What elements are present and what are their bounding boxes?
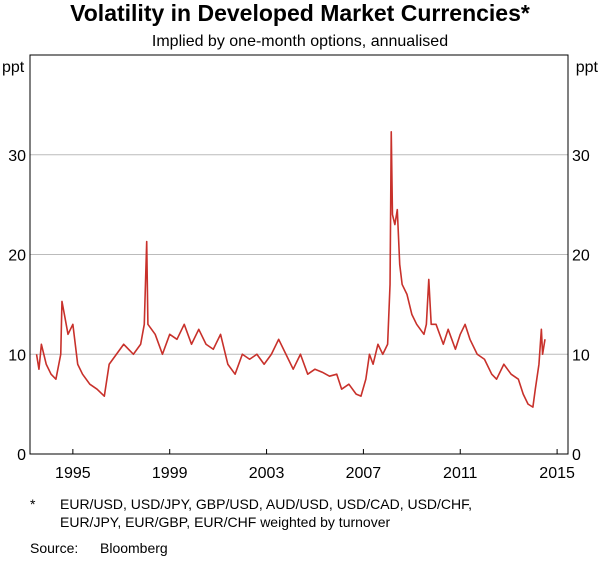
y-axis-label: ppt: [2, 59, 25, 76]
y-tick-label: 0: [17, 447, 26, 464]
footnote-marker: *: [30, 496, 36, 512]
x-tick-label: 2007: [346, 465, 382, 482]
data-line: [35, 131, 546, 408]
footnote-text: EUR/USD, USD/JPY, GBP/USD, AUD/USD, USD/…: [60, 496, 472, 512]
footnote-text: EUR/JPY, EUR/GBP, EUR/CHF weighted by tu…: [60, 514, 391, 530]
y2-tick-label: 30: [572, 148, 590, 165]
y2-tick-label: 20: [572, 248, 590, 265]
y-tick-label: 10: [8, 347, 26, 364]
plot-frame: [29, 54, 569, 455]
chart-subtitle: Implied by one-month options, annualised: [152, 33, 448, 50]
x-tick-label: 1995: [55, 465, 91, 482]
source-text: Bloomberg: [100, 540, 168, 556]
x-tick-label: 1999: [152, 465, 188, 482]
source-label: Source:: [30, 540, 78, 556]
chart-title: Volatility in Developed Market Currencie…: [70, 0, 530, 26]
x-tick-label: 2011: [443, 465, 478, 482]
y2-axis-label: ppt: [576, 59, 599, 76]
y-tick-label: 20: [8, 248, 26, 265]
y2-tick-label: 0: [572, 447, 581, 464]
y2-tick-label: 10: [572, 347, 590, 364]
x-tick-label: 2015: [539, 465, 575, 482]
y-tick-label: 30: [8, 148, 26, 165]
x-tick-label: 2003: [249, 465, 285, 482]
